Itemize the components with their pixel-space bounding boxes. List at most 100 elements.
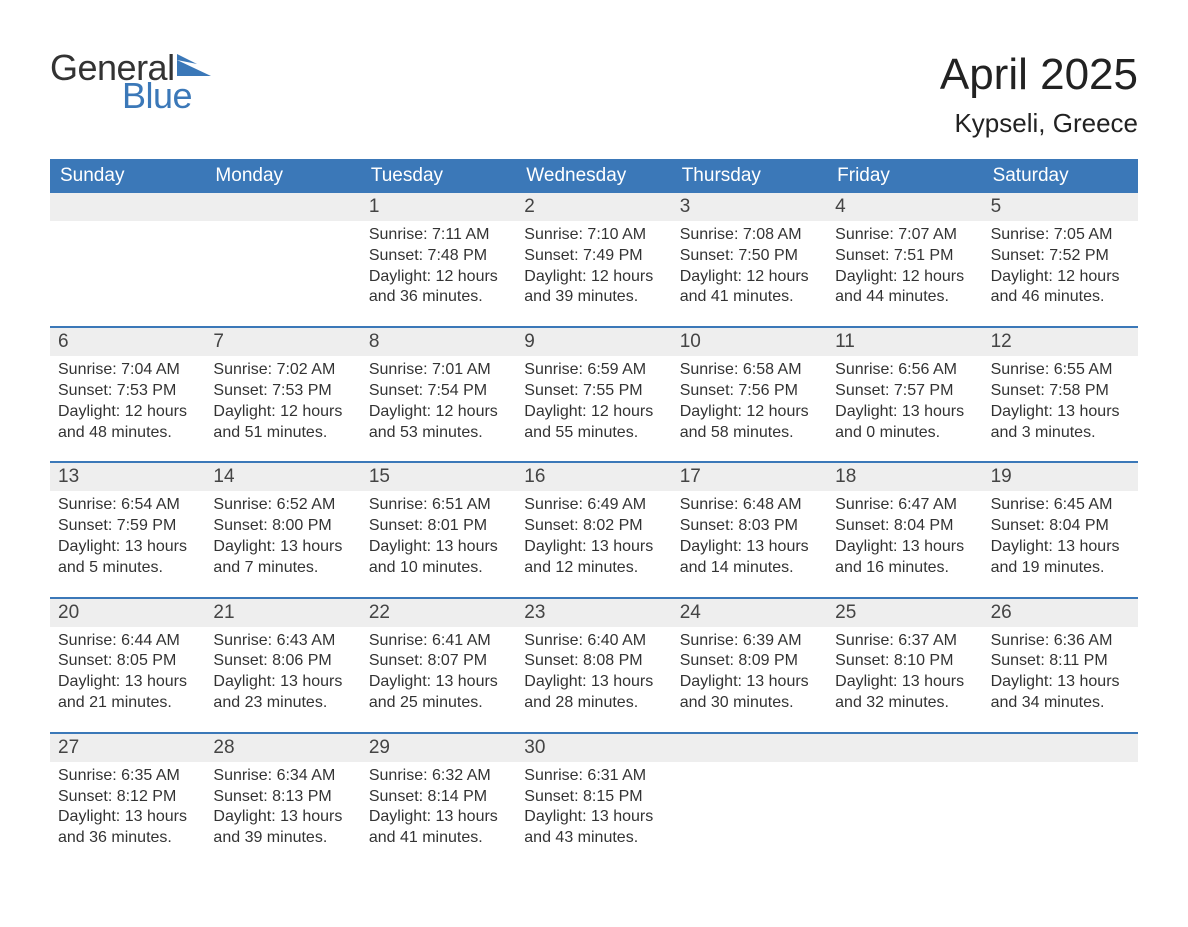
day-number: 29 xyxy=(361,734,516,762)
day-detail-line: Sunrise: 6:47 AM xyxy=(835,495,974,516)
day-detail-line: and 19 minutes. xyxy=(991,558,1130,579)
day-detail-line: Daylight: 13 hours xyxy=(835,537,974,558)
weekday-header: Sunday xyxy=(50,159,205,193)
day-detail-line: Daylight: 13 hours xyxy=(213,537,352,558)
day-detail-line: Sunrise: 6:37 AM xyxy=(835,631,974,652)
day-detail-line: Sunset: 7:54 PM xyxy=(369,381,508,402)
day-detail-line: Daylight: 13 hours xyxy=(58,672,197,693)
day-number: 21 xyxy=(205,599,360,627)
weekday-header: Saturday xyxy=(983,159,1138,193)
weekday-header-row: Sunday Monday Tuesday Wednesday Thursday… xyxy=(50,159,1138,193)
day-detail-line: Sunrise: 6:43 AM xyxy=(213,631,352,652)
day-number xyxy=(672,734,827,762)
day-detail: Sunrise: 6:31 AMSunset: 8:15 PMDaylight:… xyxy=(516,762,671,849)
day-number: 23 xyxy=(516,599,671,627)
title-block: April 2025 Kypseli, Greece xyxy=(940,50,1138,139)
day-number: 4 xyxy=(827,193,982,221)
day-detail: Sunrise: 6:47 AMSunset: 8:04 PMDaylight:… xyxy=(827,491,982,578)
day-detail-line: Sunrise: 6:49 AM xyxy=(524,495,663,516)
day-number-row: 13141516171819 xyxy=(50,463,1138,491)
day-detail-line: Sunset: 7:53 PM xyxy=(213,381,352,402)
day-detail-line: Sunset: 8:05 PM xyxy=(58,651,197,672)
day-detail-line: Daylight: 13 hours xyxy=(991,402,1130,423)
day-detail-line: and 25 minutes. xyxy=(369,693,508,714)
day-detail-line: and 58 minutes. xyxy=(680,423,819,444)
day-detail: Sunrise: 6:36 AMSunset: 8:11 PMDaylight:… xyxy=(983,627,1138,714)
day-detail-line: Sunrise: 6:35 AM xyxy=(58,766,197,787)
day-detail-line: Sunset: 8:04 PM xyxy=(991,516,1130,537)
day-detail: Sunrise: 6:43 AMSunset: 8:06 PMDaylight:… xyxy=(205,627,360,714)
day-detail-line: and 53 minutes. xyxy=(369,423,508,444)
day-number xyxy=(50,193,205,221)
day-detail: Sunrise: 6:32 AMSunset: 8:14 PMDaylight:… xyxy=(361,762,516,849)
day-detail-line: Daylight: 12 hours xyxy=(835,267,974,288)
day-detail-line: and 34 minutes. xyxy=(991,693,1130,714)
day-detail-line: Sunset: 7:56 PM xyxy=(680,381,819,402)
day-detail-line: and 41 minutes. xyxy=(369,828,508,849)
day-number: 17 xyxy=(672,463,827,491)
day-number: 12 xyxy=(983,328,1138,356)
day-detail-line: Daylight: 13 hours xyxy=(524,807,663,828)
day-detail: Sunrise: 6:39 AMSunset: 8:09 PMDaylight:… xyxy=(672,627,827,714)
header: General Blue April 2025 Kypseli, Greece xyxy=(50,50,1138,139)
day-detail-line: Sunrise: 7:08 AM xyxy=(680,225,819,246)
day-number: 20 xyxy=(50,599,205,627)
day-detail xyxy=(205,221,360,308)
day-detail: Sunrise: 6:55 AMSunset: 7:58 PMDaylight:… xyxy=(983,356,1138,443)
calendar: Sunday Monday Tuesday Wednesday Thursday… xyxy=(50,159,1138,867)
day-number: 27 xyxy=(50,734,205,762)
day-detail-line: Sunrise: 6:39 AM xyxy=(680,631,819,652)
day-detail-line: and 14 minutes. xyxy=(680,558,819,579)
day-number: 16 xyxy=(516,463,671,491)
day-detail-line: Daylight: 12 hours xyxy=(991,267,1130,288)
day-number: 26 xyxy=(983,599,1138,627)
day-detail: Sunrise: 6:37 AMSunset: 8:10 PMDaylight:… xyxy=(827,627,982,714)
day-detail-line: Sunrise: 6:44 AM xyxy=(58,631,197,652)
day-detail: Sunrise: 7:11 AMSunset: 7:48 PMDaylight:… xyxy=(361,221,516,308)
day-detail-line: Daylight: 13 hours xyxy=(58,537,197,558)
day-detail-line: Sunset: 8:12 PM xyxy=(58,787,197,808)
day-detail-line: Sunset: 7:49 PM xyxy=(524,246,663,267)
day-detail-line: Daylight: 13 hours xyxy=(524,537,663,558)
day-detail-line: Sunset: 8:01 PM xyxy=(369,516,508,537)
day-detail-line: Daylight: 13 hours xyxy=(835,402,974,423)
day-number: 24 xyxy=(672,599,827,627)
day-detail-line: Sunset: 8:04 PM xyxy=(835,516,974,537)
weekday-header: Wednesday xyxy=(516,159,671,193)
day-detail-line: Daylight: 13 hours xyxy=(369,672,508,693)
day-detail-line: and 23 minutes. xyxy=(213,693,352,714)
day-detail-line: Sunrise: 6:58 AM xyxy=(680,360,819,381)
day-detail-line: Sunrise: 6:41 AM xyxy=(369,631,508,652)
day-number-row: 20212223242526 xyxy=(50,599,1138,627)
day-detail-line: and 7 minutes. xyxy=(213,558,352,579)
day-number-row: 6789101112 xyxy=(50,328,1138,356)
day-detail-line: Sunset: 8:08 PM xyxy=(524,651,663,672)
day-detail: Sunrise: 6:56 AMSunset: 7:57 PMDaylight:… xyxy=(827,356,982,443)
day-detail-line: and 43 minutes. xyxy=(524,828,663,849)
day-detail-line: and 21 minutes. xyxy=(58,693,197,714)
day-detail-line: Daylight: 13 hours xyxy=(835,672,974,693)
day-detail-line: Daylight: 12 hours xyxy=(680,402,819,423)
day-detail-line: Sunrise: 6:54 AM xyxy=(58,495,197,516)
day-number: 1 xyxy=(361,193,516,221)
day-detail: Sunrise: 7:07 AMSunset: 7:51 PMDaylight:… xyxy=(827,221,982,308)
day-detail-line: Sunrise: 6:56 AM xyxy=(835,360,974,381)
day-detail-line: Sunset: 8:11 PM xyxy=(991,651,1130,672)
day-detail-line: and 36 minutes. xyxy=(369,287,508,308)
day-detail: Sunrise: 6:34 AMSunset: 8:13 PMDaylight:… xyxy=(205,762,360,849)
day-detail-line: and 3 minutes. xyxy=(991,423,1130,444)
day-detail-line: and 39 minutes. xyxy=(524,287,663,308)
day-detail: Sunrise: 7:08 AMSunset: 7:50 PMDaylight:… xyxy=(672,221,827,308)
day-number-row: 27282930 xyxy=(50,734,1138,762)
day-detail-line: Sunset: 8:09 PM xyxy=(680,651,819,672)
day-detail-line: and 39 minutes. xyxy=(213,828,352,849)
day-detail-line: and 36 minutes. xyxy=(58,828,197,849)
day-detail-line: Sunset: 7:50 PM xyxy=(680,246,819,267)
day-detail-line: Sunrise: 6:55 AM xyxy=(991,360,1130,381)
day-detail-line: Sunrise: 7:11 AM xyxy=(369,225,508,246)
day-detail-row: Sunrise: 6:54 AMSunset: 7:59 PMDaylight:… xyxy=(50,491,1138,596)
day-detail-line: Daylight: 12 hours xyxy=(369,402,508,423)
day-number xyxy=(827,734,982,762)
week-block: 6789101112Sunrise: 7:04 AMSunset: 7:53 P… xyxy=(50,326,1138,461)
day-number: 10 xyxy=(672,328,827,356)
